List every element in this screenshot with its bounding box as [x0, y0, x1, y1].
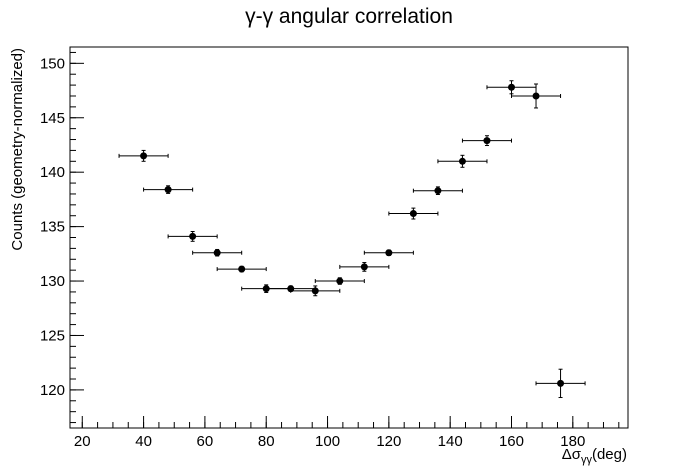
- data-marker: [189, 232, 197, 240]
- x-tick-label: 180: [560, 433, 585, 450]
- y-tick-label: 135: [40, 219, 65, 236]
- data-point-10: [339, 262, 390, 272]
- x-axis-label-main: Δσ: [562, 446, 582, 463]
- data-point-14: [437, 154, 488, 168]
- x-tick-label: 160: [499, 433, 524, 450]
- x-tick-label: 140: [438, 433, 463, 450]
- data-points: [118, 80, 586, 399]
- x-axis-label-unit: (deg): [592, 446, 627, 463]
- y-tick-label: 120: [40, 382, 65, 399]
- x-tick-label: 20: [74, 433, 91, 450]
- data-marker: [458, 157, 466, 165]
- data-point-17: [510, 83, 562, 109]
- data-marker: [385, 249, 393, 257]
- data-point-5: [216, 265, 267, 273]
- data-marker: [140, 152, 148, 160]
- x-tick-label: 120: [376, 433, 401, 450]
- x-tick-label: 40: [135, 433, 152, 450]
- data-marker: [336, 277, 344, 285]
- data-point-18: [535, 368, 586, 399]
- y-tick-label: 130: [40, 273, 65, 290]
- data-point-15: [461, 135, 512, 147]
- y-axis-label: Counts (geometry-normalized): [9, 48, 26, 251]
- data-marker: [311, 287, 319, 295]
- data-point-2: [143, 185, 194, 194]
- data-marker: [434, 187, 442, 195]
- data-marker: [409, 210, 417, 218]
- data-point-11: [363, 249, 414, 257]
- axis-ticks: 20 40 60 80 100 120 140 160 180 120 125 130 135 140 14…: [40, 51, 620, 450]
- data-point-13: [412, 186, 463, 196]
- data-point-3: [167, 231, 218, 242]
- data-point-8: [290, 285, 341, 297]
- data-point-9: [314, 277, 365, 285]
- data-point-4: [192, 248, 243, 257]
- data-marker: [164, 186, 172, 194]
- data-point-1: [118, 149, 169, 162]
- x-tick-label: 100: [315, 433, 340, 450]
- data-marker: [557, 379, 565, 387]
- x-axis-label-sub: γγ: [581, 454, 593, 466]
- x-tick-label: 80: [258, 433, 275, 450]
- x-tick-label: 60: [197, 433, 214, 450]
- y-tick-label: 140: [40, 164, 65, 181]
- data-marker: [532, 92, 540, 100]
- y-tick-label: 145: [40, 110, 65, 127]
- chart-title: γ-γ angular correlation: [245, 5, 453, 28]
- data-marker: [360, 263, 368, 271]
- x-axis-label: Δσγγ(deg): [562, 446, 627, 466]
- y-tick-label: 125: [40, 327, 65, 344]
- data-marker: [507, 83, 515, 91]
- data-point-12: [388, 207, 439, 220]
- data-marker: [483, 137, 491, 145]
- data-marker: [238, 265, 246, 273]
- y-tick-label: 150: [40, 55, 65, 72]
- data-marker: [213, 249, 221, 257]
